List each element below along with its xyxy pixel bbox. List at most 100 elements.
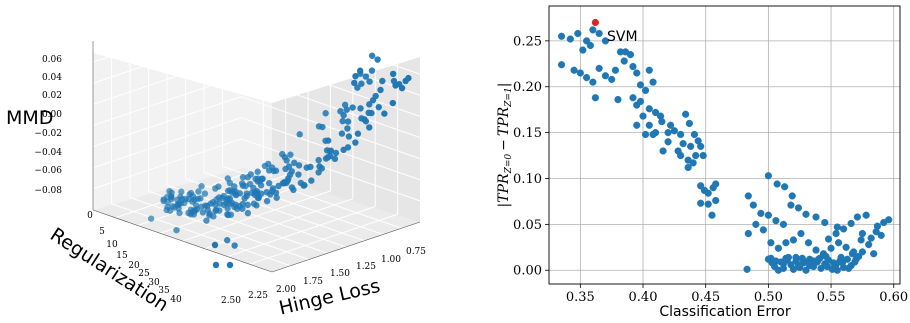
- data-point: [772, 257, 780, 265]
- data-point: [692, 151, 700, 160]
- data-point: [595, 29, 603, 38]
- data-point-3d: [345, 133, 353, 140]
- data-point: [614, 95, 622, 104]
- x-tick-label: 2.25: [248, 291, 268, 301]
- data-point: [574, 29, 582, 38]
- data-point: [759, 226, 767, 234]
- data-point-3d: [389, 70, 397, 78]
- data-point: [779, 260, 788, 268]
- data-point-3d: [175, 205, 182, 212]
- svm-annotation: SVM: [607, 29, 638, 45]
- data-point-3d: [389, 99, 397, 107]
- pane-grid-line: [92, 75, 242, 126]
- data-point-3d: [246, 180, 254, 188]
- x-tick-label: 1.75: [303, 277, 323, 287]
- data-point-3d: [315, 156, 322, 164]
- data-point: [689, 159, 697, 167]
- data-point: [788, 192, 796, 200]
- data-point-3d: [392, 82, 399, 89]
- data-point: [757, 209, 765, 217]
- z-tick-labels: 0.06 0.04 0.02 0.00 −0.02 −0.04 −0.06 −0…: [34, 55, 62, 196]
- z-tick-label: −0.08: [34, 186, 62, 196]
- data-point-3d: [349, 104, 356, 111]
- data-point: [845, 264, 853, 273]
- data-point-3d: [295, 162, 303, 169]
- data-point-3d: [254, 175, 262, 182]
- data-point: [557, 61, 566, 69]
- data-point-3d: [160, 197, 167, 205]
- data-point: [858, 229, 866, 238]
- data-point-3d: [163, 206, 170, 214]
- y-tick-label: 0.00: [513, 264, 542, 279]
- data-point: [744, 192, 752, 200]
- data-point: [626, 51, 635, 59]
- z-tick-label: −0.04: [34, 148, 62, 158]
- data-point-3d: [199, 209, 207, 216]
- data-point: [636, 81, 645, 89]
- x-tick-label: 0.35: [566, 290, 595, 305]
- data-point: [608, 75, 616, 83]
- data-point-3d: [381, 110, 388, 117]
- x-tick-label: 0.55: [817, 290, 846, 305]
- data-point: [842, 243, 850, 251]
- data-point-3d: [338, 130, 346, 137]
- data-point-3d: [368, 67, 376, 74]
- data-point-3d: [331, 155, 339, 163]
- data-point: [633, 121, 641, 129]
- data-point: [794, 204, 803, 212]
- data-point: [557, 32, 566, 40]
- data-point-3d: [379, 77, 386, 85]
- data-point: [687, 142, 695, 150]
- data-point: [812, 213, 820, 221]
- data-point: [764, 211, 772, 219]
- z-tick-label: −0.06: [34, 166, 62, 176]
- data-point-3d: [175, 200, 183, 207]
- data-point: [865, 240, 873, 249]
- data-point: [767, 239, 775, 247]
- data-point-3d: [366, 124, 373, 131]
- data-point: [885, 216, 893, 224]
- x-tick-labels: 2.50 2.25 2.00 1.75 1.50 1.25 1.00 0.75: [221, 247, 426, 306]
- data-point-3d: [203, 217, 210, 224]
- data-point: [591, 94, 599, 102]
- pane-grid-line: [92, 11, 242, 63]
- y-tick-label: 0.15: [513, 126, 542, 141]
- data-point-3d: [368, 52, 376, 59]
- data-point-3d: [318, 165, 326, 172]
- data-point-3d: [326, 152, 334, 160]
- data-point: [821, 218, 829, 227]
- data-point: [589, 78, 597, 86]
- y-label-bar: |: [496, 203, 512, 208]
- data-point-3d: [212, 261, 220, 269]
- data-point-3d: [212, 185, 219, 192]
- y-tick-label: 0.05: [513, 218, 542, 233]
- data-point: [772, 217, 780, 225]
- data-point: [704, 200, 712, 208]
- data-point-3d: [272, 167, 280, 174]
- scatter-3d-chart: 0.06 0.04 0.02 0.00 −0.02 −0.04 −0.06 −0…: [6, 0, 426, 319]
- x-tick-label: 1.50: [330, 269, 350, 279]
- data-point-3d: [226, 195, 234, 202]
- z-tick-label: 0.04: [42, 73, 62, 83]
- data-point-3d: [358, 80, 365, 87]
- data-point-3d: [374, 56, 381, 63]
- data-point: [812, 246, 820, 254]
- data-point-3d: [354, 130, 362, 137]
- data-point: [794, 261, 803, 269]
- data-point: [699, 151, 707, 160]
- data-point-3d: [283, 179, 290, 187]
- data-point: [798, 254, 806, 262]
- data-point: [664, 138, 672, 146]
- data-point-3d: [273, 194, 280, 201]
- data-point-3d: [308, 177, 315, 184]
- data-point-3d: [296, 131, 303, 138]
- data-point-3d: [332, 149, 340, 157]
- x-tick-label: 0.45: [691, 290, 720, 305]
- data-point-3d: [189, 198, 196, 205]
- data-point: [595, 64, 603, 72]
- data-point: [656, 112, 665, 120]
- data-point: [677, 151, 685, 160]
- data-point: [649, 78, 657, 86]
- data-point-3d: [244, 201, 251, 209]
